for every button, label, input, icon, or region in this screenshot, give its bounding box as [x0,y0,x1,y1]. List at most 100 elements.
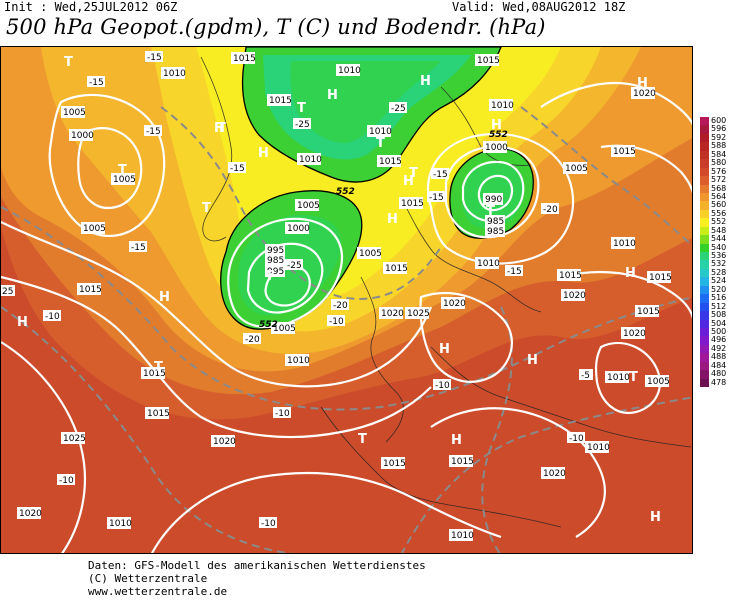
temperature-label-text: -15 [131,243,146,253]
legend-entry: 560 [700,200,732,210]
isobar-label: 1020 [621,327,646,339]
low-pressure-marker: T [64,55,73,70]
temperature-label-text: -10 [45,312,60,322]
high-pressure-marker: H [650,510,661,525]
legend-value: 504 [711,318,727,328]
isobar-label-text: 1020 [381,309,404,319]
field-536-north [290,61,441,143]
temperature-label: 25 [1,285,15,297]
high-pressure-marker: H [159,290,170,305]
legend-swatch [700,252,709,261]
isobar-label: 1020 [441,297,466,309]
legend-value: 588 [711,141,727,151]
temperature-label-text: -25 [295,120,310,130]
temperature-label: -25 [285,259,303,271]
isobar-label: 1020 [541,467,566,479]
isobar-label: 1005 [563,162,588,174]
legend-swatch [700,336,709,345]
high-pressure-marker: H [637,76,648,91]
legend-entry: 504 [700,318,732,328]
legend-swatch [700,218,709,227]
temperature-label: -15 [129,241,147,253]
legend-value: 560 [711,200,727,210]
temperature-label: -15 [505,265,523,277]
isobar-label: 1025 [405,307,430,319]
temperature-label: -15 [228,162,246,174]
high-pressure-marker: H [327,88,338,103]
isobar-label-text: 1015 [637,307,660,317]
legend-value: 478 [711,377,727,387]
low-pressure-marker: T [486,204,495,219]
low-pressure-marker: T [217,121,226,136]
isobar-label: 985 [485,225,505,237]
isobar-label-text: 1005 [647,377,670,387]
isobar-label-text: 1020 [443,299,466,309]
legend-swatch [700,344,709,354]
isobar-label: 1005 [111,173,136,185]
isobar-label: 1015 [377,155,402,167]
legend-value: 524 [711,276,727,286]
valid-time: Valid: Wed,08AUG2012 18Z [452,0,626,14]
isobar-label: 1015 [231,52,256,64]
isobar-label: 1010 [605,371,630,383]
legend-value: 548 [711,225,727,235]
isobar-label-text: 1010 [338,66,361,76]
legend-entry: 500 [700,327,732,337]
high-pressure-marker: H [625,266,636,281]
isobar-label-text: 1000 [485,143,508,153]
temperature-label: -5 [579,369,593,381]
low-pressure-marker: T [154,360,163,375]
legend-entry: 588 [700,141,732,151]
isobar-label: 1005 [271,322,296,334]
isobar-label-text: 1015 [401,199,424,209]
isobar-label: 1015 [449,455,474,467]
low-pressure-marker: T [409,166,418,181]
low-pressure-marker: T [629,370,638,385]
legend-swatch [700,260,709,269]
high-pressure-marker: H [439,342,450,357]
low-pressure-marker: T [376,136,385,151]
isobar-label-text: 990 [485,195,502,205]
legend-swatch [700,302,709,312]
temperature-labels: -15 -15 -15 -25 -25 -25 -20 -15 -15 -20 … [1,51,593,529]
legend-entry: 528 [700,267,732,278]
isobar-label-text: 1010 [477,259,500,269]
legend-entry: 544 [700,234,732,244]
temperature-label-text: -10 [329,317,344,327]
legend-swatch [700,226,709,236]
legend-value: 528 [711,267,727,277]
isobar-label-text: 1015 [649,273,672,283]
isobar-label-text: 1010 [299,155,322,165]
temperature-label: -15 [87,76,105,88]
legend-value: 484 [711,360,727,370]
temperature-label-text: -15 [230,164,245,174]
legend-entry: 540 [700,243,732,252]
init-time: Init : Wed,25JUL2012 06Z [4,0,178,14]
isobar-label: 1010 [611,237,636,249]
isobar-label: 1020 [379,307,404,319]
legend-entry: 512 [700,302,732,312]
legend-value: 520 [711,284,727,294]
temperature-label-text: -20 [245,335,260,345]
isobar-label-text: 1020 [563,291,586,301]
legend-entry: 552 [700,217,732,227]
temperature-label: -15 [431,168,449,180]
legend-entry: 520 [700,284,732,295]
legend-swatch [700,353,709,362]
footer-copyright: (C) Wetterzentrale [88,572,208,585]
legend-swatch [700,294,709,303]
isobar-label-text: 1015 [147,409,170,419]
legend-value: 564 [711,191,727,201]
legend-value: 516 [711,293,727,303]
temperature-label-text: -15 [146,127,161,137]
legend-entry: 496 [700,335,732,345]
isobar-label-text: 1020 [623,329,646,339]
isobar-label: 1020 [631,87,656,99]
temperature-label-text: -15 [147,53,162,63]
isobar-label-text: 1015 [385,264,408,274]
temperature-label-text: -10 [435,381,450,391]
legend-entry: 532 [700,259,732,269]
isobar-label-text: 1015 [233,54,256,64]
low-pressure-marker: T [118,163,127,178]
legend-entry: 484 [700,360,732,371]
